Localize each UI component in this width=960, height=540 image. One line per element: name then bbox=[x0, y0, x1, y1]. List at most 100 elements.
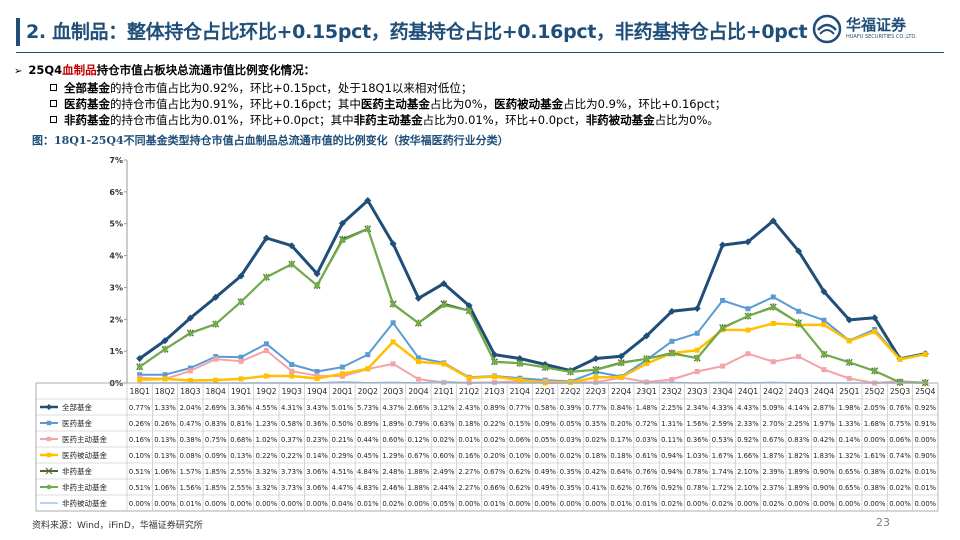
table-cell-value: 0.53% bbox=[712, 436, 734, 444]
data-point bbox=[364, 196, 372, 204]
table-cell-value: 0.39% bbox=[560, 404, 582, 412]
table-cell-value: 0.90% bbox=[915, 452, 937, 460]
data-point bbox=[669, 338, 675, 344]
data-point bbox=[821, 317, 827, 323]
table-cell-value: 0.05% bbox=[433, 500, 455, 508]
table-cell-value: 0.60% bbox=[433, 452, 455, 460]
summary-items: 全部基金的持仓市值占比为0.92%，环比+0.15pct，处于18Q1以来相对低… bbox=[14, 80, 726, 128]
table-cell-value: 4.47% bbox=[332, 484, 354, 492]
data-point bbox=[137, 377, 143, 383]
table-cell-value: 4.43% bbox=[737, 404, 759, 412]
table-cell-value: 0.83% bbox=[788, 436, 810, 444]
table-cell-value: 0.02% bbox=[484, 436, 506, 444]
data-point bbox=[466, 308, 472, 314]
table-cell-value: 0.81% bbox=[230, 420, 252, 428]
table-cell-value: 0.11% bbox=[661, 436, 683, 444]
slide-title: 2. 血制品：整体持仓占比环比+0.15pct，药基持仓占比+0.16pct，非… bbox=[26, 21, 808, 43]
data-point bbox=[567, 369, 574, 375]
table-cell-value: 1.85% bbox=[205, 468, 227, 476]
table-cell-value: 0.36% bbox=[306, 420, 328, 428]
table-cell-value: 0.00% bbox=[889, 500, 911, 508]
data-point bbox=[187, 365, 193, 371]
x-tick-label: 20Q4 bbox=[408, 387, 428, 396]
table-cell-value: 0.64% bbox=[610, 468, 632, 476]
table-cell-value: 2.10% bbox=[737, 468, 759, 476]
data-point bbox=[263, 373, 269, 379]
x-tick-label: 24Q2 bbox=[763, 387, 783, 396]
table-cell-value: 0.00% bbox=[205, 500, 227, 508]
x-tick-label: 22Q4 bbox=[611, 387, 631, 396]
data-point bbox=[922, 351, 928, 357]
logo-english: HUAFU SECURITIES CO.,LTD. bbox=[846, 34, 917, 40]
series-line bbox=[139, 296, 926, 383]
table-cell-value: 2.05% bbox=[864, 404, 886, 412]
data-point bbox=[441, 302, 447, 308]
data-point bbox=[186, 314, 194, 322]
summary-item-text: 的持仓市值占比为0.92%，环比+0.15pct，处于18Q1以来相对低位； bbox=[110, 81, 473, 95]
data-point bbox=[744, 238, 752, 246]
table-cell-value: 0.02% bbox=[889, 484, 911, 492]
summary-block: ➢ 25Q4血制品持仓市值占板块总流通市值比例变化情况： 全部基金的持仓市值占比为… bbox=[14, 62, 726, 128]
table-cell-value: 0.01% bbox=[484, 500, 506, 508]
logo-name: 华福证券 bbox=[846, 16, 907, 34]
table-cell-value: 4.14% bbox=[788, 404, 810, 412]
table-cell-value: 0.06% bbox=[509, 436, 531, 444]
table-cell-value: 0.49% bbox=[534, 468, 556, 476]
table-cell-value: 1.83% bbox=[813, 452, 835, 460]
table-cell-value: 3.32% bbox=[256, 484, 278, 492]
table-cell-value: 0.00% bbox=[154, 500, 176, 508]
table-cell-value: 2.33% bbox=[737, 420, 759, 428]
table-cell-value: 1.88% bbox=[408, 484, 430, 492]
data-point bbox=[415, 320, 422, 326]
data-point bbox=[365, 352, 371, 358]
table-cell-value: 0.12% bbox=[408, 436, 430, 444]
table-cell-value: 2.48% bbox=[382, 468, 404, 476]
x-tick-label: 25Q3 bbox=[890, 387, 910, 396]
table-cell-value: 0.38% bbox=[180, 436, 202, 444]
table-cell-value: 2.44% bbox=[433, 484, 455, 492]
summary-lead: ➢ 25Q4血制品持仓市值占板块总流通市值比例变化情况： bbox=[14, 62, 726, 80]
data-point bbox=[263, 341, 269, 347]
data-point bbox=[339, 237, 346, 244]
table-cell-value: 0.02% bbox=[661, 500, 683, 508]
x-tick-label: 20Q1 bbox=[332, 387, 352, 396]
header: 2. 血制品：整体持仓占比环比+0.15pct，药基持仓占比+0.16pct，非… bbox=[0, 0, 960, 58]
data-point bbox=[821, 322, 827, 328]
table-cell-value: 0.01% bbox=[915, 468, 937, 476]
table-cell-value: 0.00% bbox=[534, 500, 556, 508]
data-point bbox=[440, 280, 448, 288]
summary-item-text: 占比为0.01%，环比+0.0pct， bbox=[422, 113, 586, 127]
table-cell-value: 0.68% bbox=[230, 436, 252, 444]
data-point bbox=[796, 320, 802, 326]
data-point bbox=[491, 374, 497, 380]
data-point bbox=[517, 377, 523, 383]
legend-label: 医药基金 bbox=[62, 418, 92, 428]
table-cell-value: 0.20% bbox=[484, 452, 506, 460]
data-point bbox=[846, 376, 852, 382]
table-cell-value: 2.10% bbox=[737, 484, 759, 492]
x-tick-label: 25Q1 bbox=[839, 387, 859, 396]
table-cell-value: 1.98% bbox=[839, 404, 861, 412]
table-cell-value: 1.66% bbox=[737, 452, 759, 460]
data-point bbox=[162, 376, 168, 382]
table-cell-value: 0.62% bbox=[610, 484, 632, 492]
table-cell-value: 0.91% bbox=[915, 420, 937, 428]
data-point bbox=[289, 368, 295, 374]
data-point bbox=[542, 364, 548, 370]
table-cell-value: 0.02% bbox=[585, 436, 607, 444]
data-point bbox=[592, 354, 600, 362]
table-cell-value: 1.33% bbox=[839, 420, 861, 428]
table-cell-value: 0.67% bbox=[484, 468, 506, 476]
table-cell-value: 2.27% bbox=[458, 484, 480, 492]
table-cell-value: 5.73% bbox=[357, 404, 379, 412]
summary-item-text: 医药被动基金 bbox=[494, 97, 564, 111]
table-cell-value: 1.68% bbox=[864, 420, 886, 428]
x-tick-label: 23Q1 bbox=[636, 387, 656, 396]
table-cell-value: 0.38% bbox=[864, 468, 886, 476]
table-cell-value: 0.18% bbox=[610, 452, 632, 460]
data-point bbox=[161, 337, 169, 345]
table-cell-value: 3.43% bbox=[306, 404, 328, 412]
table-cell-value: 0.00% bbox=[129, 500, 151, 508]
data-point bbox=[314, 369, 320, 375]
